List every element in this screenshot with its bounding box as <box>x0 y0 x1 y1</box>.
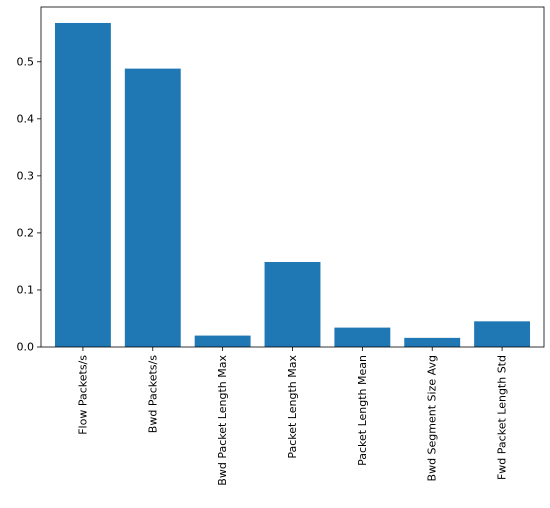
bar <box>264 262 321 347</box>
x-tick-label: Bwd Packet Length Max <box>216 355 229 486</box>
x-tick-label: Bwd Packets/s <box>146 355 159 433</box>
x-tick-label: Packet Length Mean <box>356 355 369 466</box>
bar <box>334 327 391 347</box>
y-tick-label: 0.1 <box>17 283 35 296</box>
x-axis: Flow Packets/s Bwd Packets/s Bwd Packet Le… <box>76 347 509 486</box>
x-tick-label: Bwd Segment Size Avg <box>426 355 439 481</box>
x-tick-label: Flow Packets/s <box>76 355 89 435</box>
bar <box>404 337 461 347</box>
y-tick-label: 0.3 <box>17 169 35 182</box>
bar <box>54 22 111 348</box>
y-tick-label: 0.2 <box>17 226 35 239</box>
y-tick-label: 0.4 <box>17 112 35 125</box>
x-tick-label: Packet Length Max <box>286 355 299 459</box>
bar <box>194 335 251 347</box>
x-tick-label: Fwd Packet Length Std <box>496 355 509 480</box>
y-axis: 0.0 0.1 0.2 0.3 0.4 0.5 <box>17 55 41 354</box>
bar <box>124 68 181 347</box>
plot-frame <box>40 6 545 348</box>
y-tick-label: 0.0 <box>17 341 35 354</box>
bars-group <box>54 22 531 348</box>
y-tick-label: 0.5 <box>17 55 35 68</box>
bar <box>474 321 531 347</box>
